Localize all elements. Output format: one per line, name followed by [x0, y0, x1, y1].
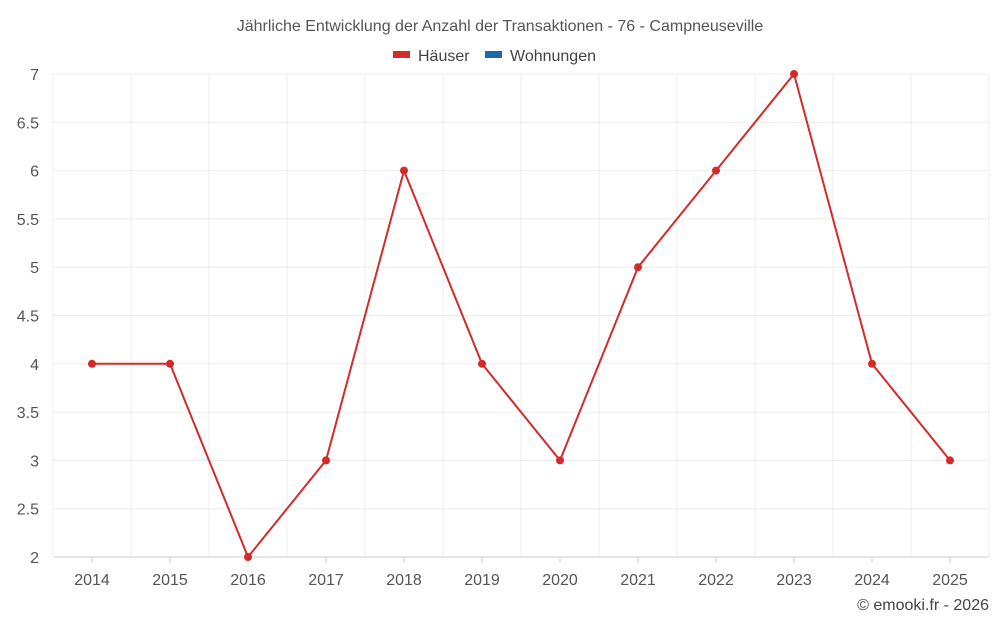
y-tick-label: 4	[30, 357, 39, 374]
data-point[interactable]	[946, 456, 954, 465]
x-tick-label: 2016	[230, 572, 266, 589]
data-point[interactable]	[868, 359, 876, 368]
legend[interactable]: Häuser Wohnungen	[393, 48, 596, 65]
data-point[interactable]	[244, 553, 252, 561]
x-tick-label: 2018	[386, 572, 422, 589]
grid	[52, 73, 990, 558]
data-point[interactable]	[400, 166, 408, 175]
legend-swatch-haeuser[interactable]	[393, 51, 410, 58]
legend-swatch-wohnungen[interactable]	[485, 51, 502, 58]
y-tick-label: 3	[30, 453, 39, 470]
x-tick-label: 2025	[932, 572, 968, 589]
y-tick-label: 5.5	[17, 212, 39, 229]
y-tick-label: 6	[30, 164, 39, 181]
data-point[interactable]	[712, 166, 720, 175]
legend-label-wohnungen[interactable]: Wohnungen	[510, 48, 596, 65]
y-tick-label: 3.5	[17, 405, 39, 422]
x-tick-label: 2021	[620, 572, 656, 589]
series-haeuser	[88, 70, 954, 561]
x-axis-ticks: 2014 2015 2016 2017 2018 2019 2020 2021 2022 2023…	[74, 557, 968, 589]
chart-title: Jährliche Entwicklung der Anzahl der Tra…	[237, 18, 764, 35]
data-point[interactable]	[322, 456, 330, 465]
series-line	[92, 73, 951, 558]
x-tick-label: 2023	[776, 572, 812, 589]
data-point[interactable]	[634, 263, 642, 272]
y-tick-label: 7	[30, 67, 39, 84]
y-tick-label: 5	[30, 260, 39, 277]
credit-text: © emooki.fr - 2026	[857, 597, 989, 614]
x-tick-label: 2014	[74, 572, 110, 589]
x-tick-label: 2020	[542, 572, 578, 589]
x-tick-label: 2019	[464, 572, 500, 589]
data-point[interactable]	[790, 70, 798, 78]
y-tick-label: 4.5	[17, 309, 39, 326]
y-axis-ticks: 2 2.5 3 3.5 4 4.5 5 5.5 6 6.5 7	[17, 67, 39, 567]
x-tick-label: 2015	[152, 572, 188, 589]
x-tick-label: 2017	[308, 572, 344, 589]
data-point[interactable]	[88, 359, 96, 368]
y-tick-label: 2.5	[17, 502, 39, 519]
y-tick-label: 6.5	[17, 115, 39, 132]
y-tick-label: 2	[30, 550, 39, 567]
legend-label-haeuser[interactable]: Häuser	[418, 48, 470, 65]
data-point[interactable]	[478, 359, 486, 368]
x-tick-label: 2024	[854, 572, 890, 589]
data-point[interactable]	[556, 456, 564, 465]
x-tick-label: 2022	[698, 572, 734, 589]
data-point[interactable]	[166, 359, 174, 368]
